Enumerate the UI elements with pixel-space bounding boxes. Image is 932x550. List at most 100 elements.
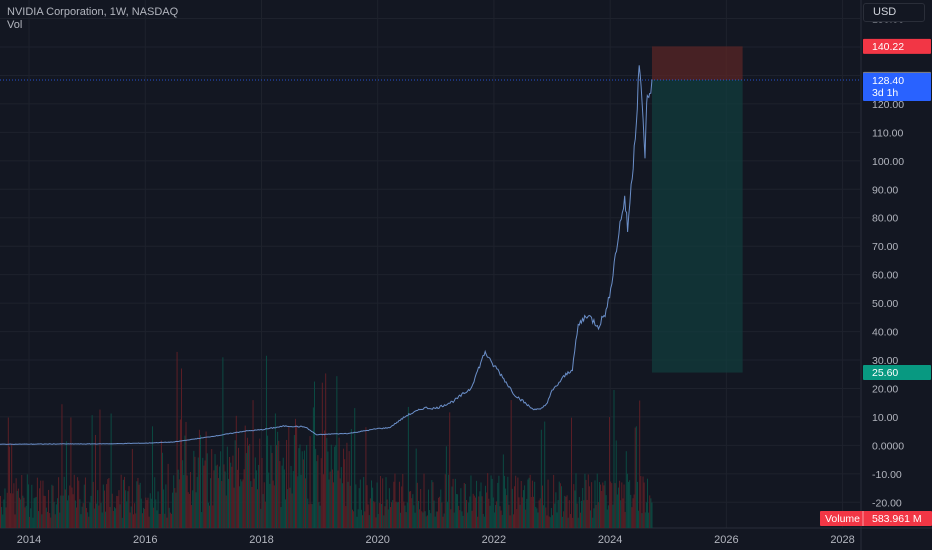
volume-bar — [482, 513, 484, 528]
volume-bar — [243, 469, 245, 528]
price-tag-target — [863, 365, 931, 381]
volume-bar — [565, 496, 567, 528]
price-tag-stop-value: 140.22 — [872, 41, 904, 53]
volume-bar — [30, 508, 32, 528]
volume-bar — [141, 513, 143, 528]
volume-bar — [384, 506, 386, 528]
volume-bar — [207, 502, 209, 528]
volume-bar — [233, 487, 235, 528]
volume-bar — [269, 483, 271, 528]
x-tick-label: 2014 — [17, 534, 41, 546]
volume-bar — [249, 444, 251, 528]
volume-bar — [124, 476, 126, 528]
volume-bar — [343, 448, 345, 528]
volume-bar — [443, 513, 445, 528]
volume-bar — [579, 512, 581, 528]
volume-bar — [592, 517, 594, 528]
volume-bar — [1, 507, 3, 528]
volume-bar — [191, 505, 193, 528]
volume-bar — [98, 505, 100, 528]
volume-bar — [234, 440, 236, 528]
volume-bar — [446, 501, 448, 528]
volume-bar — [573, 484, 575, 528]
volume-tag — [820, 511, 932, 526]
volume-bar — [488, 498, 490, 528]
volume-bar — [644, 512, 646, 528]
volume-bar — [642, 476, 644, 528]
volume-bar — [268, 472, 270, 528]
volume-bar — [192, 490, 194, 528]
volume-bar — [440, 489, 442, 528]
volume-bar — [32, 517, 34, 528]
volume-bar — [389, 507, 391, 528]
volume-bar — [610, 481, 612, 528]
volume-bar — [634, 427, 636, 528]
volume-bar — [54, 514, 56, 528]
volume-bar — [431, 480, 433, 528]
volume-bar — [506, 495, 508, 528]
volume-bar — [186, 475, 188, 528]
volume-bar — [97, 490, 99, 528]
volume-bar — [202, 457, 204, 528]
volume-bar — [596, 473, 598, 528]
volume-bar — [373, 501, 375, 528]
volume-bar — [5, 507, 7, 528]
volume-bar — [402, 473, 404, 528]
volume-bar — [337, 470, 339, 528]
take-profit-zone[interactable] — [651, 80, 743, 373]
volume-bar — [178, 479, 180, 528]
volume-bar — [614, 483, 616, 528]
volume-bar — [362, 515, 364, 528]
volume-bar — [541, 485, 543, 528]
volume-bar — [533, 496, 535, 528]
stop-loss-zone[interactable] — [651, 46, 743, 81]
x-tick-label: 2016 — [133, 534, 157, 546]
currency-button[interactable]: USD — [863, 3, 925, 22]
volume-bar — [291, 493, 293, 528]
volume-bar — [350, 429, 352, 528]
volume-bar — [261, 458, 263, 528]
volume-bar — [427, 489, 429, 528]
volume-bar — [235, 415, 237, 528]
volume-bar — [381, 504, 383, 528]
volume-tag-value: 583.961 M — [872, 513, 922, 525]
volume-bar — [21, 475, 23, 528]
volume-bar — [125, 490, 127, 528]
volume-bar — [194, 456, 196, 528]
volume-bar — [520, 481, 522, 528]
volume-bar — [492, 497, 494, 528]
volume-bar — [24, 507, 26, 528]
volume-bar — [457, 494, 459, 528]
volume-bar — [210, 478, 212, 528]
price-tag-stop — [863, 38, 931, 54]
volume-bar — [421, 511, 423, 528]
volume-bar — [411, 498, 413, 528]
chart-title: NVIDIA Corporation, 1W, NASDAQ — [7, 6, 179, 18]
volume-bar — [241, 481, 243, 528]
volume-bar — [278, 440, 280, 528]
volume-bar — [334, 446, 336, 528]
volume-bar — [211, 448, 213, 528]
volume-bar — [306, 444, 308, 528]
volume-bar — [158, 513, 160, 528]
y-tick-label: -10.00 — [872, 469, 902, 481]
volume-bar — [302, 459, 304, 528]
volume-bar — [386, 499, 388, 528]
volume-bar — [484, 485, 486, 528]
volume-bar — [434, 516, 436, 528]
volume-bar — [374, 502, 376, 528]
volume-bar — [647, 478, 649, 528]
volume-bar — [314, 381, 316, 528]
volume-bar — [184, 435, 186, 528]
volume-bar — [540, 429, 542, 528]
volume-indicator-label[interactable]: Vol — [7, 19, 23, 31]
volume-bar — [11, 443, 13, 528]
volume-bar — [576, 503, 578, 528]
volume-bar — [264, 501, 266, 528]
volume-bar — [58, 477, 60, 528]
volume-bar — [96, 503, 98, 528]
volume-bar — [156, 510, 158, 528]
volume-bar — [324, 430, 326, 528]
